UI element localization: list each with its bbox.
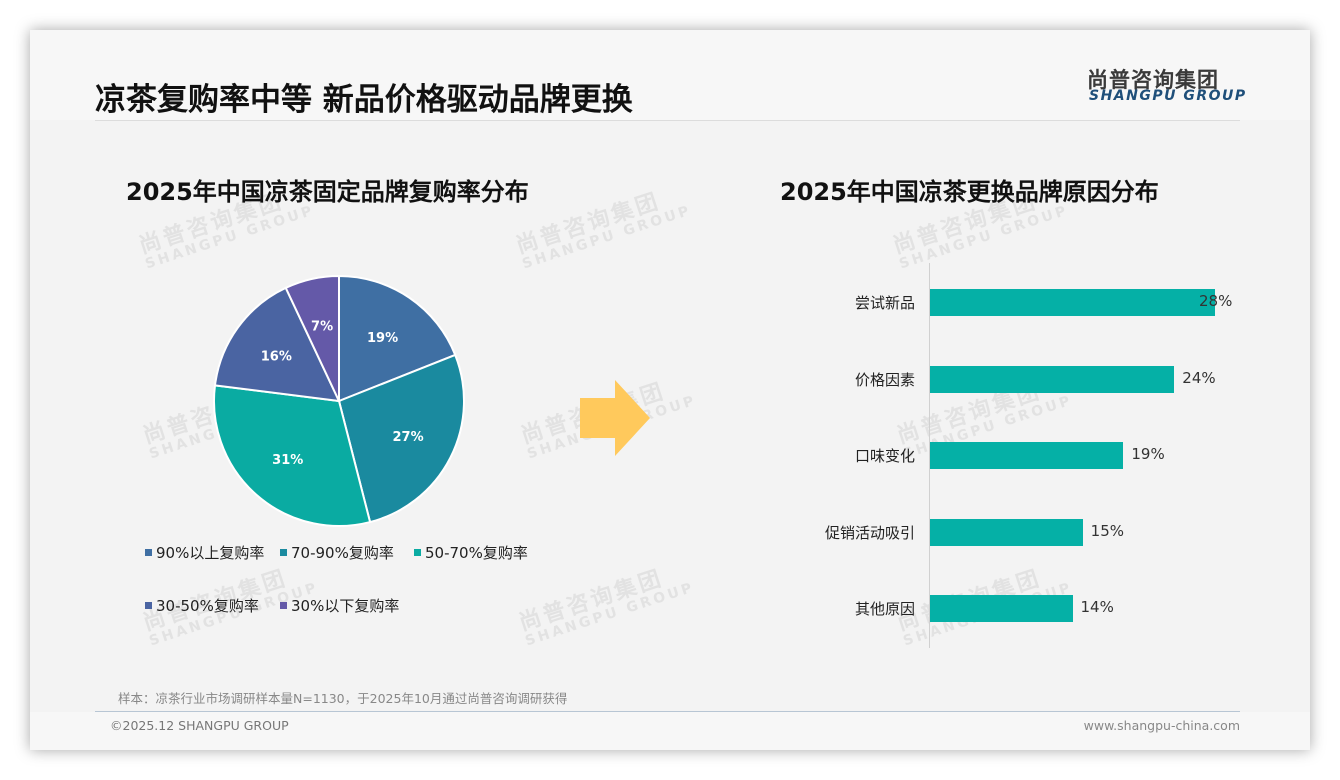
bar-chart-axis [929, 263, 930, 648]
header-band [30, 30, 1310, 120]
bar-value-label: 14% [1080, 598, 1114, 616]
pie-slice [284, 274, 340, 402]
pie-slice [337, 353, 465, 524]
pie-chart-title: 2025年中国凉茶固定品牌复购率分布 [126, 178, 529, 206]
legend-swatch [145, 602, 152, 609]
legend-item: 30-50%复购率 [145, 595, 259, 616]
page-title: 凉茶复购率中等 新品价格驱动品牌更换 [95, 82, 633, 118]
sample-footnote: 样本：凉茶行业市场调研样本量N=1130，于2025年10月通过尚普咨询调研获得 [118, 691, 568, 706]
bar-category-label: 尝试新品 [854, 294, 915, 312]
bar [930, 519, 1083, 546]
legend-item: 70-90%复购率 [280, 542, 394, 563]
bar-value-label: 15% [1090, 522, 1125, 540]
pie-slice-label: 19% [367, 331, 398, 346]
title-divider [95, 120, 1240, 121]
bar [930, 289, 1215, 316]
bar [930, 595, 1073, 622]
slide: 凉茶复购率中等 新品价格驱动品牌更换 尚普咨询集团 SHANGPU GROUP … [30, 30, 1310, 750]
bar-value-label: 24% [1182, 369, 1216, 387]
pie-slice [213, 384, 372, 527]
copyright-text: ©2025.12 SHANGPU GROUP [110, 718, 289, 733]
bar-category-label: 其他原因 [854, 600, 915, 618]
legend-swatch [280, 602, 287, 609]
logo-text-cn: 尚普咨询集团 [1087, 68, 1219, 92]
bar-category-label: 促销活动吸引 [824, 524, 915, 542]
pie-slice-label: 7% [311, 319, 333, 334]
legend-item: 90%以上复购率 [145, 542, 264, 563]
legend-item: 50-70%复购率 [414, 542, 528, 563]
bar-category-label: 价格因素 [854, 371, 915, 389]
legend-item: 30%以下复购率 [280, 595, 399, 616]
bar [930, 366, 1175, 393]
right-arrow-icon [580, 380, 650, 456]
pie-slice-label: 16% [261, 349, 292, 364]
footer-divider [95, 711, 1240, 712]
bar [930, 442, 1124, 469]
footer-band [30, 712, 1310, 750]
legend-swatch [280, 549, 287, 556]
pie-chart: 19% 27% 31% 16% 7% [213, 274, 465, 527]
pie-slice [213, 286, 341, 403]
pie-slice-label: 31% [272, 453, 303, 468]
website-link[interactable]: www.shangpu-china.com [1083, 718, 1240, 733]
legend-swatch [145, 549, 152, 556]
legend-swatch [414, 549, 421, 556]
bar-value-label: 28% [1199, 292, 1233, 310]
pie-slice [338, 274, 457, 403]
bar-chart-title: 2025年中国凉茶更换品牌原因分布 [780, 178, 1159, 206]
bar-category-label: 口味变化 [854, 447, 915, 465]
bar-value-label: 19% [1131, 445, 1165, 463]
pie-slice-label: 27% [392, 430, 423, 445]
logo-text-en: SHANGPU GROUP [1089, 88, 1247, 104]
